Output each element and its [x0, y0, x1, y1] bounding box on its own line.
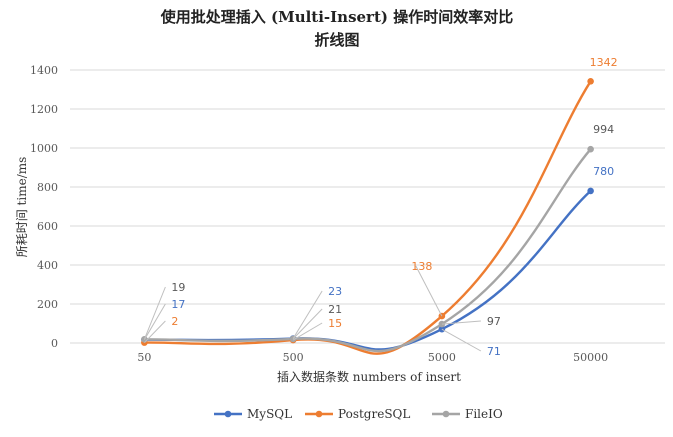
y-axis-label: 所耗时间 time/ms [15, 157, 29, 258]
leader-line [143, 286, 166, 340]
leader-line [441, 328, 482, 352]
y-tick-label: 0 [51, 337, 58, 350]
x-tick-label: 5000 [428, 351, 456, 364]
y-tick-label: 1000 [30, 142, 58, 155]
data-label: 2 [171, 315, 178, 328]
leader-line [292, 308, 323, 340]
data-label: 1342 [590, 56, 618, 69]
legend-marker [442, 410, 450, 418]
x-tick-label: 50000 [573, 351, 608, 364]
data-label: 780 [593, 165, 614, 178]
legend-entry: FileIO [465, 407, 503, 421]
series-line [143, 189, 592, 351]
y-tick-label: 1400 [30, 64, 58, 77]
data-label: 17 [171, 298, 185, 311]
data-label: 71 [487, 345, 501, 358]
data-point [438, 312, 446, 320]
data-label: 15 [328, 317, 342, 330]
leader-line [143, 303, 166, 340]
data-point [587, 187, 594, 195]
series-line [143, 147, 592, 353]
tick-labels: 0 200 400 600 800 1000 1200 1400 50 500 5000 50000 [30, 64, 608, 364]
gridlines [70, 69, 665, 344]
data-label: 23 [328, 285, 342, 298]
y-tick-label: 400 [37, 259, 58, 272]
leader-line [415, 265, 443, 317]
data-point [438, 320, 446, 328]
legend: MySQL PostgreSQL FileIO [214, 407, 503, 421]
legend-entry: MySQL [247, 407, 292, 421]
leader-line [292, 290, 323, 339]
y-tick-label: 1200 [30, 103, 58, 116]
leader-line [441, 320, 481, 325]
legend-marker [224, 410, 232, 418]
series-lines [141, 78, 594, 355]
data-point [587, 145, 594, 153]
data-label: 21 [328, 303, 342, 316]
data-label: 19 [171, 281, 185, 294]
y-tick-label: 200 [37, 298, 58, 311]
x-tick-label: 50 [137, 351, 151, 364]
leader-line [292, 322, 323, 341]
series-line [143, 80, 592, 355]
y-tick-label: 800 [37, 181, 58, 194]
data-point [587, 78, 594, 85]
legend-entry: PostgreSQL [338, 407, 410, 421]
y-tick-label: 600 [37, 220, 58, 233]
chart-title: 使用批处理插入 (Multi-Insert) 操作时间效率对比 [160, 8, 513, 26]
x-tick-label: 500 [283, 351, 304, 364]
legend-marker [315, 410, 323, 418]
x-axis-label: 插入数据条数 numbers of insert [277, 369, 461, 384]
data-label: 97 [487, 315, 501, 328]
data-label: 138 [411, 260, 432, 273]
data-labels: 17 23 71 780 2 15 138 1342 19 21 97 994 [143, 56, 618, 358]
data-label: 994 [593, 123, 614, 136]
chart-subtitle: 折线图 [314, 31, 359, 49]
leader-line [144, 320, 166, 343]
